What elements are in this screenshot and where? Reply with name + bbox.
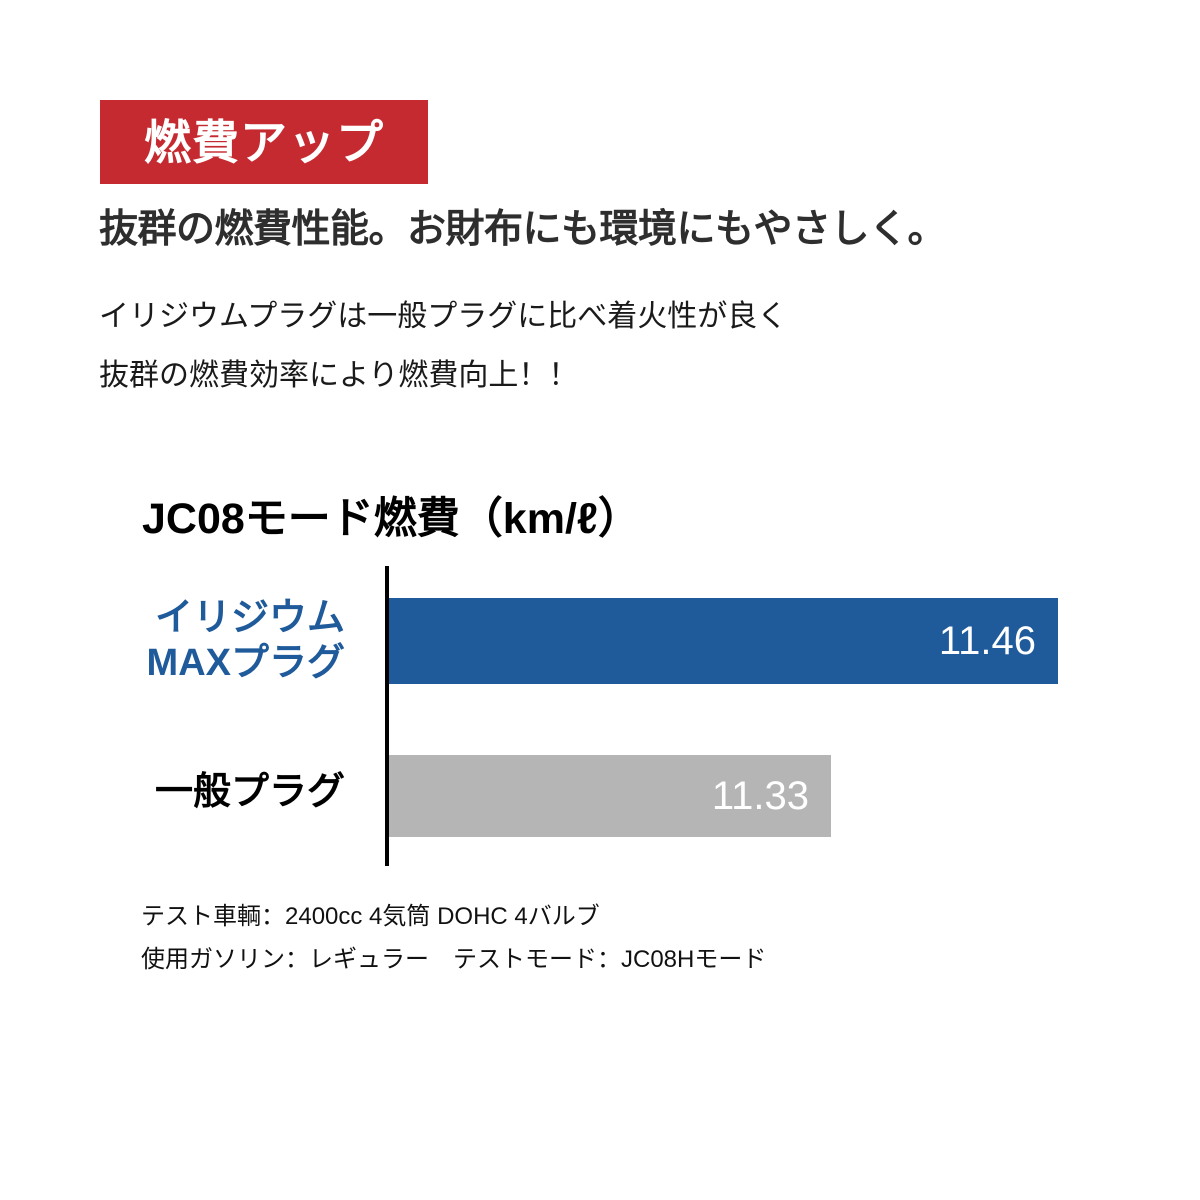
chart-bar-iridium: 11.46 [389,598,1058,684]
section-badge: 燃費アップ [100,100,428,184]
page-headline: 抜群の燃費性能。お財布にも環境にもやさしく。 [99,208,947,251]
chart-bar-value-iridium: 11.46 [938,619,1036,663]
body-copy-line-2: 抜群の燃費効率により燃費向上！！ [99,358,579,392]
chart-category-label-iridium-line-1: イリジウム [154,597,345,639]
chart-footnotes: テスト車輌：2400cc 4気筒 DOHC 4バルブ 使用ガソリン：レギュラー … [141,896,766,981]
body-copy: イリジウムプラグは一般プラグに比べ着火性が良く 抜群の燃費効率により燃費向上！！ [99,288,787,405]
chart-footnote-line-2: 使用ガソリン：レギュラー テストモード：JC08Hモード [141,945,767,973]
chart-category-label-iridium-line-2: MAXプラグ [146,641,345,684]
chart-bar-normal: 11.33 [389,755,831,837]
body-copy-line-1: イリジウムプラグは一般プラグに比べ着火性が良く [99,300,788,333]
chart-footnote-line-1: テスト車輌：2400cc 4気筒 DOHC 4バルブ [141,903,600,930]
chart-category-label-normal-line-1: 一般プラグ [154,771,345,813]
chart-axis-line [385,566,389,866]
chart-category-label-iridium: イリジウム MAXプラグ [0,596,345,686]
chart-category-label-normal: 一般プラグ [0,770,345,815]
section-badge-label: 燃費アップ [144,115,384,169]
chart-title: JC08モード燃費（km/ℓ） [142,495,641,543]
chart-bar-value-normal: 11.33 [711,774,809,818]
